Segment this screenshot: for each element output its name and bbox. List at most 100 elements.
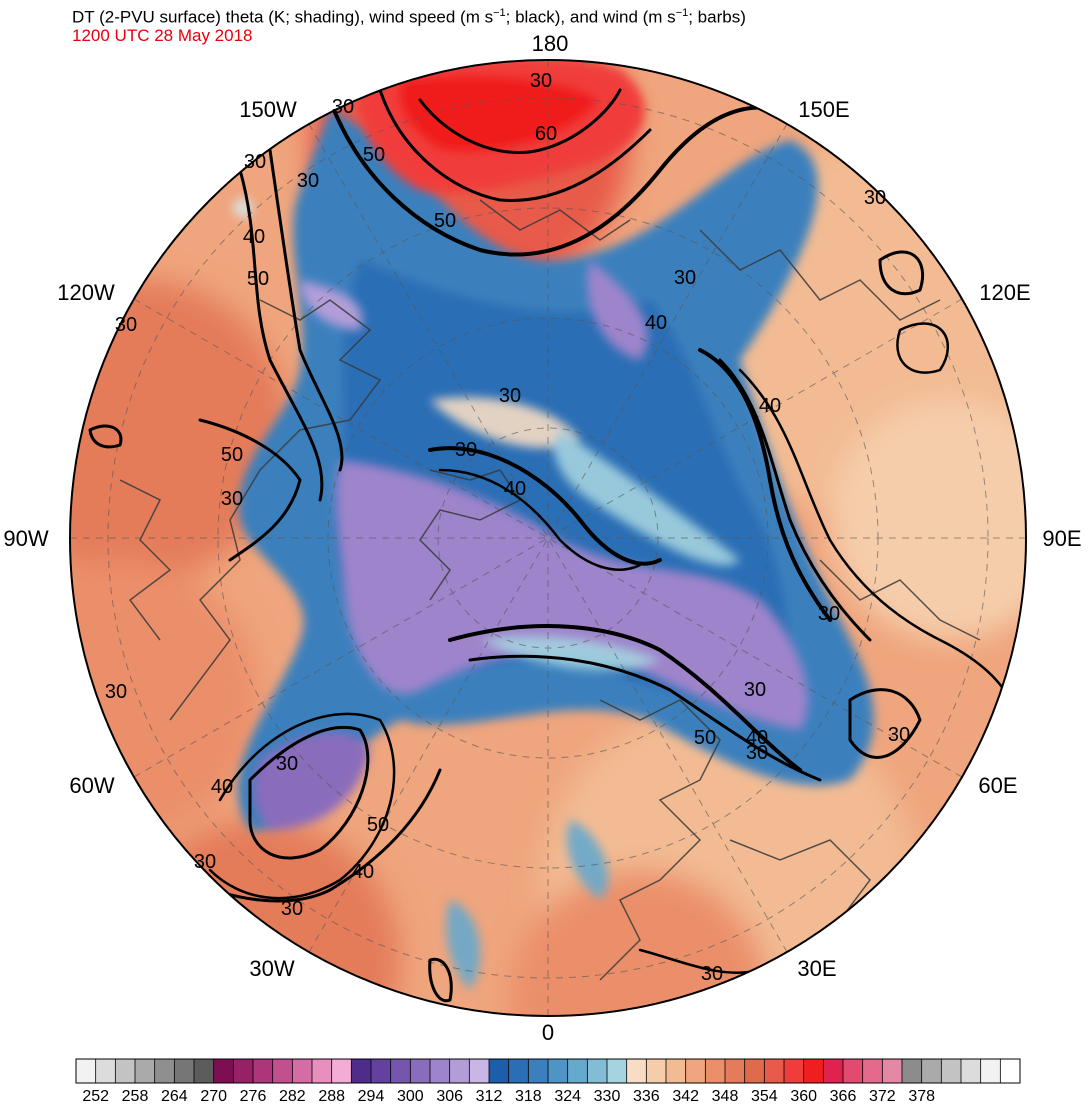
colorbar-swatch <box>961 1059 981 1083</box>
colorbar-swatch <box>587 1059 608 1083</box>
colorbar-swatch <box>567 1059 588 1083</box>
colorbar-swatch <box>548 1059 568 1083</box>
contour-label: 30 <box>888 724 910 746</box>
lon-label-180: 180 <box>532 31 569 56</box>
colorbar-swatch <box>921 1059 942 1083</box>
map-title: DT (2-PVU surface) theta (K; shading), w… <box>72 7 746 27</box>
colorbar-swatch <box>705 1059 726 1083</box>
contour-label: 30 <box>105 681 127 703</box>
contour-label: 50 <box>247 268 269 290</box>
colorbar-swatch <box>430 1059 450 1083</box>
lon-label-120w: 120W <box>57 280 115 305</box>
lon-label-60e: 60E <box>978 773 1017 798</box>
colorbar-swatch <box>744 1059 765 1083</box>
contour-label: 30 <box>674 267 696 289</box>
lon-label-90e: 90E <box>1042 526 1081 551</box>
colorbar-tick-label: 318 <box>515 1088 542 1105</box>
colorbar-swatch <box>272 1059 293 1083</box>
colorbar-tick-label: 378 <box>908 1088 935 1105</box>
colorbar-swatch <box>115 1059 136 1083</box>
colorbar-swatch <box>941 1059 962 1083</box>
contour-label: 30 <box>332 96 354 118</box>
contour-label: 30 <box>746 742 768 764</box>
contour-label: 40 <box>243 226 265 248</box>
lon-label-0: 0 <box>542 1020 554 1045</box>
colorbar-swatch <box>528 1059 549 1083</box>
colorbar-swatch <box>76 1059 96 1083</box>
contour-label: 30 <box>244 151 266 173</box>
colorbar-swatch <box>351 1059 372 1083</box>
map-valid-time: 1200 UTC 28 May 2018 <box>72 26 253 45</box>
colorbar-swatch <box>843 1059 863 1083</box>
contour-label: 50 <box>694 727 716 749</box>
contour-label: 30 <box>744 679 766 701</box>
contour-label: 30 <box>530 70 552 92</box>
colorbar-swatch <box>902 1059 922 1083</box>
map-boundary <box>69 59 1027 1017</box>
colorbar-swatch <box>725 1059 745 1083</box>
colorbar-swatch <box>626 1059 647 1083</box>
colorbar: 252 258 264 270 276 282 288 294 300 306 312 318 324 3… <box>75 1058 1021 1105</box>
colorbar-swatch <box>823 1059 844 1083</box>
contour-label: 30 <box>499 385 521 407</box>
colorbar-tick-label: 276 <box>240 1088 267 1105</box>
colorbar-swatch <box>135 1059 155 1083</box>
colorbar-swatch <box>666 1059 686 1083</box>
contour-label: 60 <box>535 123 557 145</box>
contour-label: 30 <box>194 851 216 873</box>
contour-label: 40 <box>211 776 233 798</box>
lon-label-30w: 30W <box>249 956 294 981</box>
contour-label: 30 <box>864 187 886 209</box>
longitude-labels: 180 150W 150E 120W 120E 90W 90E 60W 60E … <box>3 31 1081 1045</box>
colorbar-swatch <box>390 1059 411 1083</box>
colorbar-tick-label: 294 <box>358 1088 385 1105</box>
colorbar-swatch <box>784 1059 804 1083</box>
colorbar-tick-label: 342 <box>672 1088 699 1105</box>
contour-label: 30 <box>818 603 840 625</box>
colorbar-swatch <box>764 1059 785 1083</box>
contour-label: 30 <box>115 314 137 336</box>
contour-labels: 30 30 60 50 50 30 30 40 50 30 30 40 30 40 30 40 50 30 30 30… <box>105 70 910 985</box>
lon-label-90w: 90W <box>3 526 48 551</box>
colorbar-tick-label: 366 <box>830 1088 857 1105</box>
colorbar-swatch <box>312 1059 332 1083</box>
contour-label: 50 <box>434 210 456 232</box>
colorbar-swatch <box>154 1059 175 1083</box>
colorbar-swatch <box>95 1059 116 1083</box>
contour-label: 40 <box>759 395 781 417</box>
contour-label: 40 <box>352 861 374 883</box>
colorbar-tick-label: 258 <box>122 1088 149 1105</box>
lon-label-150e: 150E <box>798 97 849 122</box>
colorbar-tick-label: 300 <box>397 1088 424 1105</box>
colorbar-tick-label: 282 <box>279 1088 306 1105</box>
contour-label: 30 <box>276 753 298 775</box>
colorbar-tick-label: 348 <box>712 1088 739 1105</box>
colorbar-swatch <box>410 1059 431 1083</box>
colorbar-swatch <box>489 1059 509 1083</box>
colorbar-swatch <box>213 1059 234 1083</box>
colorbar-swatch <box>174 1059 195 1083</box>
colorbar-tick-label: 330 <box>594 1088 621 1105</box>
lon-label-30e: 30E <box>797 956 836 981</box>
contour-label: 50 <box>367 814 389 836</box>
lon-label-120e: 120E <box>979 280 1030 305</box>
colorbar-swatch <box>194 1059 214 1083</box>
colorbar-tick-label: 354 <box>751 1088 778 1105</box>
colorbar-swatch <box>292 1059 313 1083</box>
colorbar-swatch <box>646 1059 667 1083</box>
lon-label-150w: 150W <box>239 97 297 122</box>
colorbar-swatch <box>331 1059 352 1083</box>
colorbar-swatch <box>980 1059 1001 1083</box>
contour-label: 30 <box>455 439 477 461</box>
colorbar-swatch <box>469 1059 490 1083</box>
colorbar-tick-label: 360 <box>790 1088 817 1105</box>
contour-label: 30 <box>281 898 303 920</box>
colorbar-tick-label: 306 <box>436 1088 463 1105</box>
colorbar-swatch <box>253 1059 273 1083</box>
colorbar-swatch <box>508 1059 529 1083</box>
colorbar-swatch <box>449 1059 470 1083</box>
colorbar-tick-label: 312 <box>476 1088 503 1105</box>
colorbar-tick-label: 288 <box>318 1088 345 1105</box>
colorbar-swatch <box>685 1059 706 1083</box>
